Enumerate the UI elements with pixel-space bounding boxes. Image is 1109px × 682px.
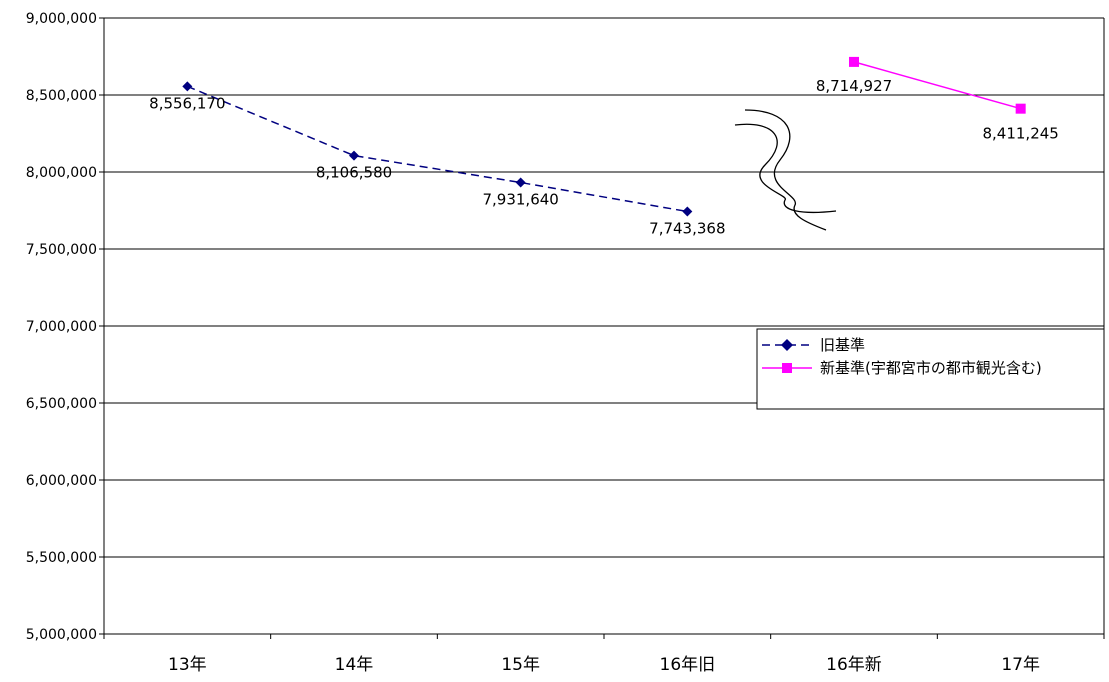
data-label: 7,931,640 — [482, 191, 558, 209]
data-label: 8,556,170 — [149, 94, 225, 112]
x-category-label: 15年 — [501, 655, 540, 675]
y-tick-label: 9,000,000 — [26, 11, 97, 27]
x-category-label: 17年 — [1001, 655, 1040, 675]
x-category-labels: 13年 14年 15年 16年旧 16年新 17年 — [168, 655, 1040, 675]
data-point-marker — [849, 56, 859, 67]
data-label: 8,714,927 — [816, 77, 892, 95]
legend-label-old: 旧基準 — [820, 336, 865, 354]
data-label: 8,106,580 — [316, 164, 392, 182]
data-point-marker — [1015, 103, 1026, 114]
y-tick-label: 7,500,000 — [26, 242, 97, 258]
data-point-marker — [515, 177, 526, 188]
y-tick-label: 8,000,000 — [26, 165, 97, 181]
axis-break-curve-upper — [734, 123, 837, 214]
y-tick-label: 5,000,000 — [26, 627, 97, 643]
y-tick-label: 7,000,000 — [26, 319, 97, 335]
y-tick-label: 8,500,000 — [26, 88, 97, 104]
series-line — [853, 61, 1021, 110]
x-ticks — [103, 634, 1105, 639]
x-category-label: 16年旧 — [660, 655, 716, 675]
series-layer — [182, 56, 1026, 217]
legend-label-new: 新基準(宇都宮市の都市観光含む) — [820, 359, 1042, 377]
y-tick-labels: 5,000,000 5,500,000 6,000,000 6,500,000 7,00… — [26, 11, 97, 643]
data-point-marker — [682, 206, 693, 217]
y-tick-label: 6,000,000 — [26, 473, 97, 489]
x-category-label: 13年 — [168, 655, 207, 675]
data-point-marker — [182, 81, 193, 92]
data-label: 8,411,245 — [982, 125, 1058, 143]
data-point-marker — [349, 150, 359, 161]
y-tick-label: 5,500,000 — [26, 550, 97, 566]
legend-marker-new — [782, 363, 792, 373]
legend-marker-old — [781, 339, 793, 351]
y-tick-label: 6,500,000 — [26, 396, 97, 412]
x-category-label: 14年 — [335, 655, 374, 675]
axis-break-curve-lower — [744, 109, 827, 231]
axis-break-symbol — [734, 109, 837, 231]
series-line — [187, 85, 688, 213]
legend: 旧基準 新基準(宇都宮市の都市観光含む) — [756, 328, 1105, 410]
gridlines — [99, 17, 1104, 635]
data-label: 7,743,368 — [649, 220, 725, 238]
x-category-label: 16年新 — [826, 655, 882, 675]
data-labels: 8,556,170 8,106,580 7,931,640 7,743,368 8,71… — [149, 77, 1059, 238]
legend-box — [756, 328, 1105, 410]
